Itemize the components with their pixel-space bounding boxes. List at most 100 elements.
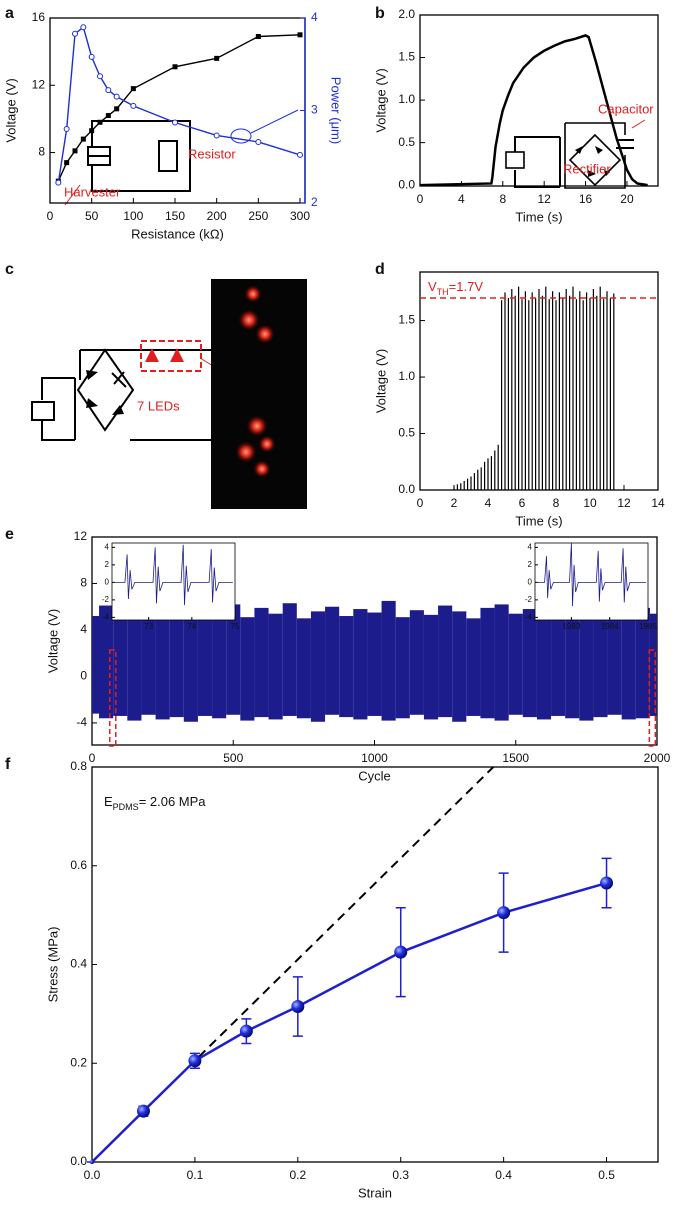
- y-tick-label: -4: [102, 612, 110, 621]
- x-title: Cycle: [358, 768, 391, 783]
- annotation: Harvester: [64, 184, 121, 199]
- threshold-label-part: TH: [437, 287, 449, 297]
- highlight-box: [648, 649, 657, 747]
- y-tick-label: -2: [525, 595, 533, 604]
- highlight-box: [109, 649, 117, 747]
- y2-title: Power (μm): [329, 77, 344, 144]
- marker: [172, 64, 178, 70]
- signal-band: [593, 610, 608, 718]
- panel-letter: b: [375, 5, 385, 22]
- marker: [497, 906, 511, 920]
- inset-line: [114, 544, 233, 606]
- x-tick-label: 300: [290, 209, 310, 223]
- signal-band: [141, 602, 156, 715]
- marker: [255, 138, 262, 145]
- y-tick-label: 12: [32, 77, 46, 91]
- marker: [172, 119, 178, 126]
- signal-band: [212, 610, 227, 719]
- annotation: Capacitor: [598, 101, 654, 116]
- signal-band: [438, 605, 453, 718]
- y-tick-label: 8: [80, 576, 87, 590]
- marker: [97, 119, 103, 125]
- y-tick-label: 16: [32, 10, 46, 24]
- y-tick-label: 0.0: [398, 177, 415, 191]
- y-tick-label: 0.0: [70, 1154, 87, 1168]
- y-tick-label: 0.8: [70, 759, 87, 773]
- marker: [214, 55, 220, 61]
- modulus-label-part: E: [104, 794, 113, 809]
- signal-band: [367, 612, 382, 716]
- signal-band: [296, 618, 311, 719]
- signal-band: [635, 607, 650, 719]
- marker: [63, 126, 70, 132]
- x-tick-label: 74: [187, 622, 196, 631]
- signal-band: [522, 609, 537, 718]
- signal-band: [381, 600, 396, 721]
- x-tick-label: 0.0: [84, 1168, 101, 1182]
- series-line: [91, 881, 607, 1163]
- signal-band: [423, 614, 439, 720]
- signal-band: [113, 618, 128, 716]
- x-tick-label: 2000: [644, 751, 671, 765]
- circuit-b: [505, 119, 646, 189]
- x-tick-label: 0: [417, 192, 424, 206]
- y-title: Voltage (V): [45, 609, 60, 673]
- signal-band: [240, 617, 255, 721]
- circuit-c: [31, 279, 307, 509]
- x-tick-label: 10: [583, 496, 597, 510]
- x-tick-label: 0.5: [598, 1168, 615, 1182]
- y-tick-label: 12: [74, 529, 88, 543]
- marker: [80, 136, 86, 142]
- x-tick-label: 150: [165, 209, 185, 223]
- y-tick-label: 0.5: [398, 135, 415, 149]
- x-tick-label: 4: [458, 192, 465, 206]
- plot-frame: [111, 542, 236, 621]
- y-tick-label: 0.4: [70, 957, 87, 971]
- y-tick-label: 1.5: [398, 50, 415, 64]
- x-tick-label: 100: [123, 209, 143, 223]
- marker: [105, 113, 111, 119]
- signal-band: [480, 607, 495, 719]
- x-tick-label: 500: [223, 751, 243, 765]
- y-title: Stress (MPa): [45, 927, 60, 1003]
- signal-band: [551, 616, 566, 716]
- modulus-label: EPDMS= 2.06 MPa: [104, 794, 206, 812]
- annotation: Rectifier: [563, 161, 611, 176]
- inset-line: [536, 542, 647, 607]
- signal-band: [466, 618, 481, 716]
- y-tick-label: 0: [80, 669, 87, 683]
- marker: [297, 32, 303, 38]
- x-title: Time (s): [515, 513, 562, 528]
- x-tick-label: 0: [89, 751, 96, 765]
- marker: [72, 30, 78, 37]
- signal-band: [494, 604, 509, 721]
- signal-band: [127, 609, 142, 721]
- y-tick-label: -4: [525, 612, 533, 621]
- y-tick-label: 0.0: [398, 482, 415, 496]
- signal-band: [508, 613, 523, 715]
- x-title: Strain: [358, 1185, 392, 1200]
- signal-band: [183, 606, 198, 722]
- threshold-label-part: V: [428, 279, 437, 294]
- signal-band: [226, 604, 241, 715]
- panel-letter: c: [5, 261, 14, 278]
- panel-letter: e: [5, 526, 14, 543]
- marker: [72, 148, 78, 154]
- marker: [114, 106, 120, 112]
- y-tick-label: 4: [80, 622, 87, 636]
- y2-tick-label: 3: [311, 103, 318, 117]
- y-tick-label: 0: [528, 577, 533, 586]
- led-label: 7 LEDs: [137, 398, 180, 413]
- marker: [130, 86, 136, 92]
- marker: [188, 1054, 202, 1068]
- x-tick-label: 8: [553, 496, 560, 510]
- y-tick-label: 0.6: [70, 858, 87, 872]
- x-tick-label: 20: [620, 192, 634, 206]
- x-tick-label: 6: [519, 496, 526, 510]
- marker: [89, 128, 95, 134]
- signal-band: [353, 609, 368, 720]
- signal-band: [649, 613, 657, 716]
- y2-tick-label: 2: [311, 195, 318, 209]
- marker: [55, 179, 62, 186]
